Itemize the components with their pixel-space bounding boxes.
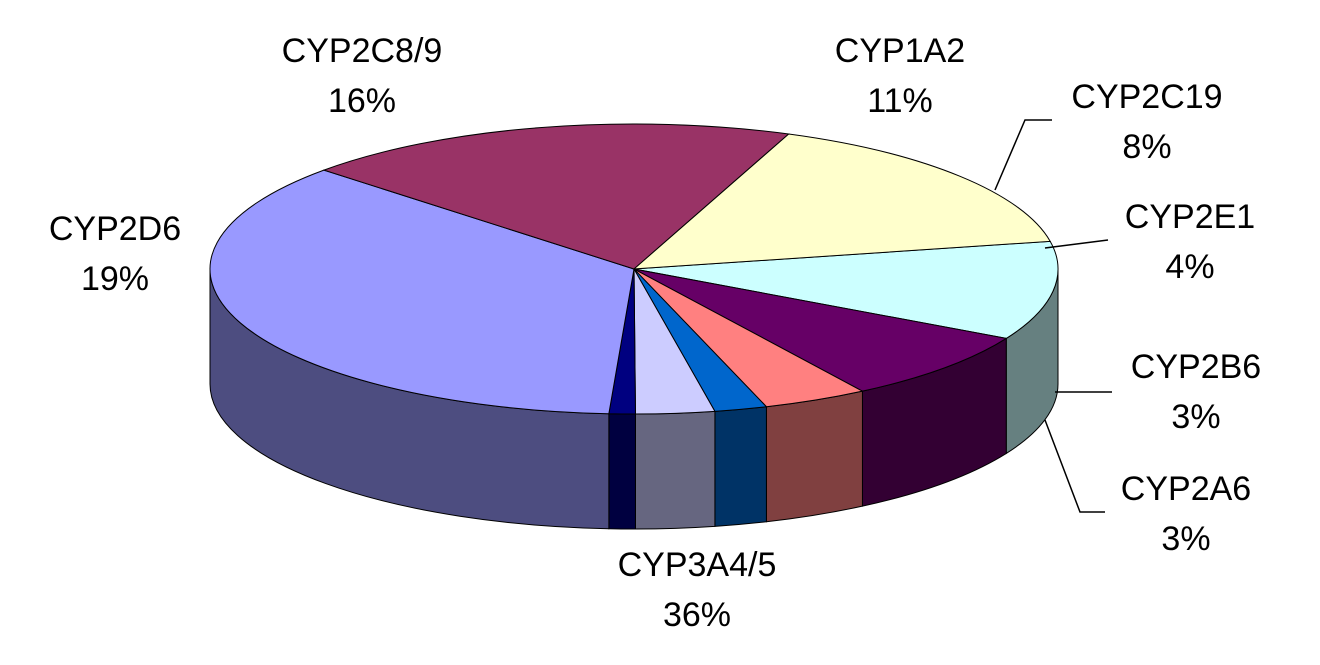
slice-label: CYP2D6 — [49, 210, 181, 248]
leader-line-cyp2c19 — [994, 119, 1052, 191]
slice-percent: 4% — [1165, 248, 1214, 286]
pie-side-cyp2a6 — [608, 413, 636, 530]
label-cyp2c19: CYP2C19 8% — [1071, 78, 1222, 166]
slice-percent: 3% — [1161, 520, 1210, 558]
slice-label: CYP2C19 — [1071, 78, 1222, 116]
leader-line-cyp2a6 — [1044, 419, 1105, 513]
label-cyp2c8-9: CYP2C8/9 16% — [282, 32, 443, 120]
label-cyp3a4-5: CYP3A4/5 36% — [618, 546, 777, 634]
slice-label: CYP2A6 — [1121, 470, 1251, 508]
label-cyp2e1: CYP2E1 4% — [1125, 198, 1255, 286]
slice-label: CYP2C8/9 — [282, 32, 443, 70]
label-cyp2b6: CYP2B6 3% — [1131, 348, 1261, 436]
pie-side-cyp2b6 — [634, 410, 716, 530]
slice-percent: 8% — [1122, 128, 1171, 166]
pie-slice-cyp3a4-5 — [209, 169, 635, 415]
slice-percent: 11% — [867, 82, 933, 120]
pie-top — [209, 123, 1059, 415]
label-cyp1a2: CYP1A2 11% — [835, 32, 965, 120]
label-cyp2d6: CYP2D6 19% — [49, 210, 181, 298]
slice-percent: 19% — [81, 260, 149, 298]
slice-label: CYP1A2 — [835, 32, 965, 70]
slice-label: CYP2E1 — [1125, 198, 1255, 236]
pie-slice-cyp2c19 — [633, 268, 1008, 392]
pie-slice-cyp2d6 — [322, 123, 790, 270]
slice-percent: 16% — [328, 82, 396, 120]
slice-percent: 36% — [663, 596, 731, 634]
pie-sides — [209, 268, 1059, 530]
slice-label: CYP3A4/5 — [618, 546, 777, 584]
slice-label: CYP2B6 — [1131, 348, 1261, 386]
label-cyp2a6: CYP2A6 3% — [1121, 470, 1251, 558]
pie-side-cyp2e1 — [765, 390, 863, 523]
pie-slice-cyp1a2 — [633, 240, 1059, 339]
slice-percent: 3% — [1171, 398, 1220, 436]
pie-side-slice-3 — [714, 406, 767, 527]
leader-line-cyp2e1 — [1044, 239, 1109, 249]
pie-slice-cyp2c8-9 — [632, 133, 1052, 270]
